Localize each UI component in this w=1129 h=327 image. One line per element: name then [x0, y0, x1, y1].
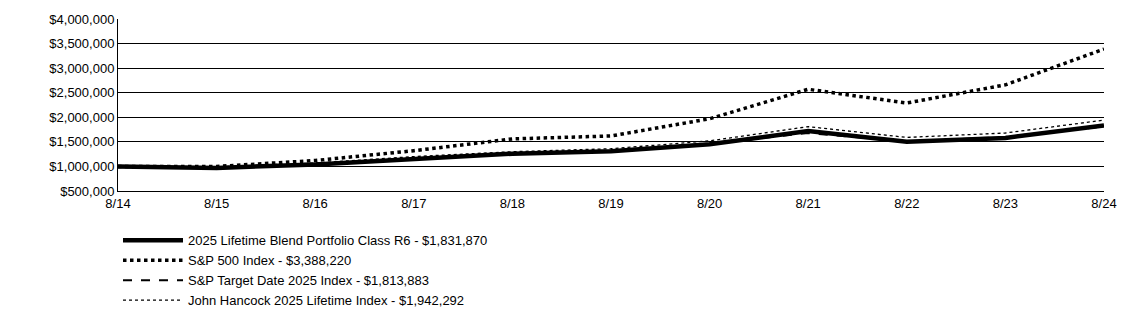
svg-text:$4,000,000: $4,000,000	[49, 12, 114, 27]
svg-text:8/20: 8/20	[697, 196, 722, 211]
svg-text:8/23: 8/23	[993, 196, 1018, 211]
svg-text:S&P Target Date 2025 Index - $: S&P Target Date 2025 Index - $1,813,883	[188, 273, 429, 288]
svg-text:$2,000,000: $2,000,000	[49, 110, 114, 125]
svg-text:8/14: 8/14	[105, 196, 130, 211]
svg-text:8/16: 8/16	[303, 196, 328, 211]
svg-text:$3,000,000: $3,000,000	[49, 61, 114, 76]
svg-text:$3,500,000: $3,500,000	[49, 36, 114, 51]
svg-text:$1,000,000: $1,000,000	[49, 159, 114, 174]
svg-text:John Hancock 2025 Lifetime Ind: John Hancock 2025 Lifetime Index - $1,94…	[188, 293, 464, 308]
svg-text:2025 Lifetime Blend Portfolio: 2025 Lifetime Blend Portfolio Class R6 -…	[188, 233, 487, 248]
svg-text:$500,000: $500,000	[60, 184, 114, 199]
svg-text:8/19: 8/19	[598, 196, 623, 211]
svg-text:$1,500,000: $1,500,000	[49, 134, 114, 149]
svg-text:$2,500,000: $2,500,000	[49, 85, 114, 100]
svg-text:8/21: 8/21	[796, 196, 821, 211]
svg-text:8/18: 8/18	[500, 196, 525, 211]
svg-text:8/22: 8/22	[894, 196, 919, 211]
svg-text:8/24: 8/24	[1091, 196, 1116, 211]
svg-text:8/15: 8/15	[204, 196, 229, 211]
svg-text:8/17: 8/17	[401, 196, 426, 211]
svg-text:S&P 500 Index - $3,388,220: S&P 500 Index - $3,388,220	[188, 253, 351, 268]
